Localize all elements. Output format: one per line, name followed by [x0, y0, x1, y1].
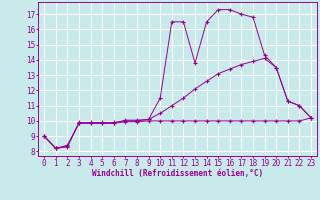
X-axis label: Windchill (Refroidissement éolien,°C): Windchill (Refroidissement éolien,°C): [92, 169, 263, 178]
